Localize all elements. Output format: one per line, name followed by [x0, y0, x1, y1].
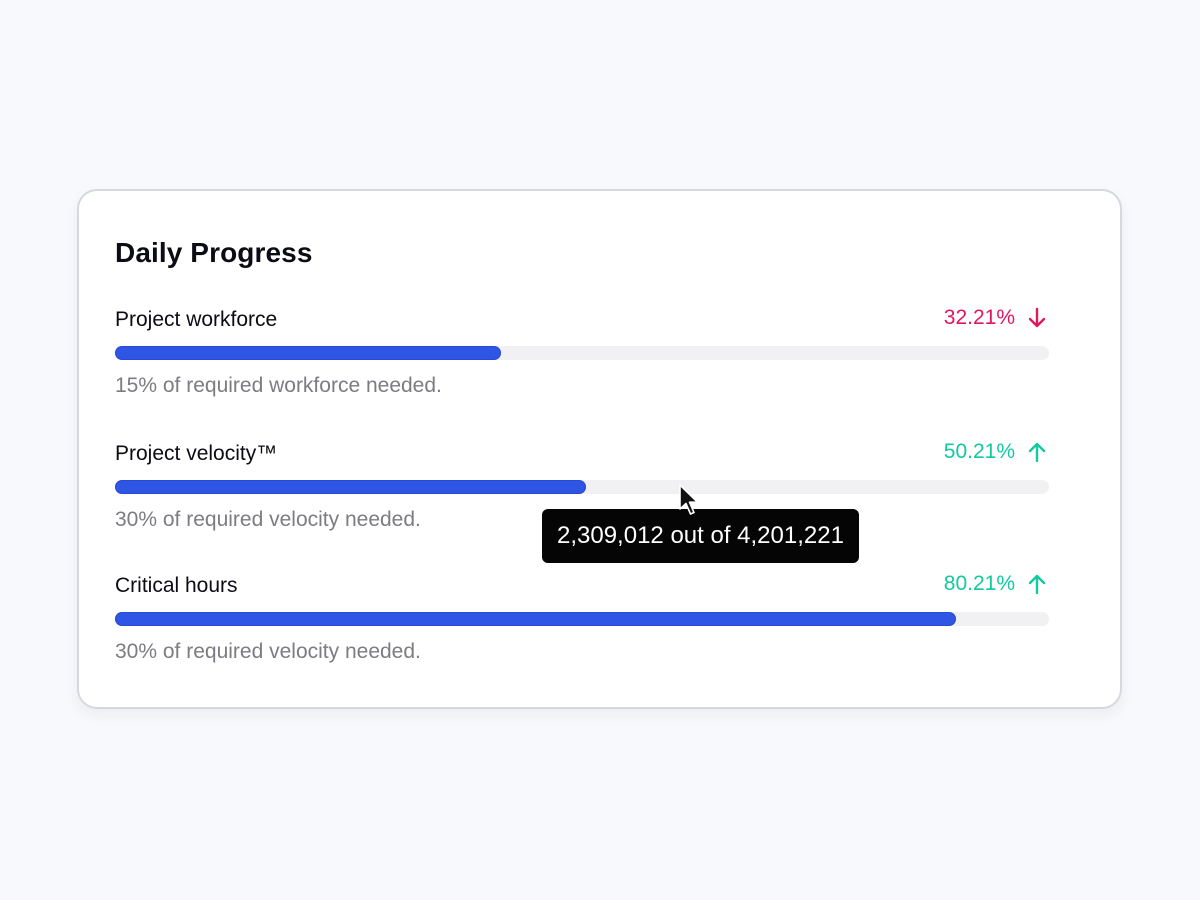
metric-note: 15% of required workforce needed.	[115, 374, 442, 397]
arrow-up-icon	[1025, 572, 1049, 596]
metric-project-workforce: Project workforce 32.21% 15% of required…	[115, 306, 1049, 408]
progress-tooltip: 2,309,012 out of 4,201,221	[542, 509, 859, 563]
metric-note: 30% of required velocity needed.	[115, 640, 421, 663]
change-value: 50.21%	[943, 440, 1015, 463]
metric-change: 50.21%	[944, 440, 1049, 464]
metric-critical-hours: Critical hours 80.21% 30% of required ve…	[115, 572, 1049, 674]
progress-fill	[115, 612, 956, 626]
progress-bar[interactable]	[115, 480, 1049, 494]
progress-bar[interactable]	[115, 612, 1049, 626]
metric-change: 80.21%	[944, 572, 1049, 596]
progress-fill	[115, 480, 586, 494]
metric-label: Project workforce	[115, 308, 278, 331]
daily-progress-card: Daily Progress Project workforce 32.21% …	[77, 189, 1122, 709]
mouse-cursor-icon	[679, 484, 699, 515]
arrow-up-icon	[1025, 440, 1049, 464]
metric-project-velocity: Project velocity™ 50.21% 30% of required…	[115, 440, 1049, 542]
metric-note: 30% of required velocity needed.	[115, 508, 421, 531]
arrow-down-icon	[1025, 306, 1049, 330]
metric-label: Project velocity™	[115, 442, 278, 465]
change-value: 80.21%	[943, 572, 1015, 595]
progress-bar[interactable]	[115, 346, 1049, 360]
metric-change: 32.21%	[944, 306, 1049, 330]
metric-label: Critical hours	[115, 574, 238, 597]
progress-fill	[115, 346, 501, 360]
card-title: Daily Progress	[115, 237, 313, 268]
change-value: 32.21%	[943, 306, 1015, 329]
